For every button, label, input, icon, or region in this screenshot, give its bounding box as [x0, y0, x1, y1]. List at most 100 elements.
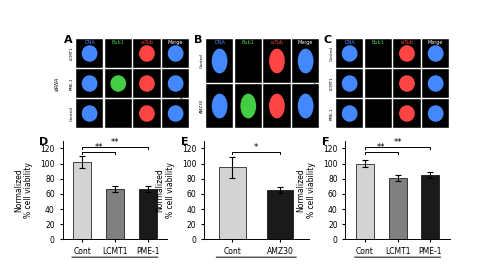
Ellipse shape — [399, 75, 415, 92]
Ellipse shape — [110, 75, 126, 92]
Ellipse shape — [269, 49, 285, 73]
Bar — [138, 189, 156, 239]
Text: DNA: DNA — [84, 40, 95, 45]
FancyBboxPatch shape — [206, 84, 234, 128]
Bar — [388, 178, 406, 239]
FancyBboxPatch shape — [264, 84, 290, 128]
Text: B: B — [194, 36, 202, 45]
Text: OE: OE — [315, 80, 320, 87]
FancyBboxPatch shape — [394, 69, 420, 98]
Text: AMZ30: AMZ30 — [200, 99, 204, 113]
Ellipse shape — [82, 75, 98, 92]
FancyBboxPatch shape — [76, 99, 104, 128]
Text: PME-1: PME-1 — [70, 77, 74, 90]
Ellipse shape — [168, 75, 184, 92]
Ellipse shape — [82, 105, 98, 122]
FancyBboxPatch shape — [133, 69, 160, 98]
Text: Bub1: Bub1 — [242, 40, 254, 45]
Y-axis label: Normalized
% cell viability: Normalized % cell viability — [155, 162, 174, 218]
Text: Merge: Merge — [298, 40, 314, 45]
Text: C: C — [324, 36, 332, 45]
Text: **: ** — [94, 143, 103, 152]
FancyBboxPatch shape — [104, 99, 132, 128]
Text: *: * — [254, 143, 258, 152]
Bar — [422, 175, 440, 239]
FancyBboxPatch shape — [336, 69, 363, 98]
Ellipse shape — [212, 49, 228, 73]
FancyBboxPatch shape — [206, 39, 234, 83]
Text: PME-1: PME-1 — [330, 107, 334, 120]
Text: F: F — [322, 137, 330, 147]
Text: α-Tub: α-Tub — [140, 40, 153, 45]
FancyBboxPatch shape — [104, 69, 132, 98]
FancyBboxPatch shape — [336, 99, 363, 128]
Y-axis label: Normalized
% cell viability: Normalized % cell viability — [14, 162, 33, 218]
Text: Control: Control — [330, 46, 334, 61]
FancyBboxPatch shape — [364, 69, 392, 98]
Ellipse shape — [212, 94, 228, 118]
FancyBboxPatch shape — [234, 39, 262, 83]
Ellipse shape — [139, 45, 155, 62]
Ellipse shape — [399, 45, 415, 62]
Text: DNA: DNA — [214, 40, 225, 45]
FancyBboxPatch shape — [422, 99, 450, 128]
Text: DNA: DNA — [344, 40, 355, 45]
Text: Bub1: Bub1 — [372, 40, 384, 45]
Bar — [73, 162, 91, 239]
Text: Control: Control — [70, 106, 74, 121]
Ellipse shape — [269, 94, 285, 118]
FancyBboxPatch shape — [364, 39, 392, 68]
FancyBboxPatch shape — [133, 39, 160, 68]
Bar — [356, 164, 374, 239]
FancyBboxPatch shape — [104, 39, 132, 68]
Ellipse shape — [399, 105, 415, 122]
Text: LCMT1: LCMT1 — [70, 47, 74, 60]
Text: LCMT1: LCMT1 — [330, 77, 334, 90]
FancyBboxPatch shape — [364, 99, 392, 128]
FancyBboxPatch shape — [234, 84, 262, 128]
FancyBboxPatch shape — [292, 84, 320, 128]
Bar — [267, 190, 293, 239]
Text: **: ** — [110, 137, 119, 147]
Text: Control: Control — [200, 54, 204, 68]
Ellipse shape — [82, 45, 98, 62]
FancyBboxPatch shape — [292, 39, 320, 83]
Text: siRNA: siRNA — [55, 77, 60, 91]
Ellipse shape — [139, 105, 155, 122]
FancyBboxPatch shape — [162, 69, 190, 98]
Text: α-Tub: α-Tub — [400, 40, 413, 45]
Text: Merge: Merge — [428, 40, 444, 45]
Ellipse shape — [342, 105, 357, 122]
Text: **: ** — [377, 143, 386, 152]
FancyBboxPatch shape — [133, 99, 160, 128]
Text: Bub1: Bub1 — [112, 40, 124, 45]
Ellipse shape — [168, 105, 184, 122]
Ellipse shape — [342, 45, 357, 62]
FancyBboxPatch shape — [394, 39, 420, 68]
Bar — [220, 167, 246, 239]
Ellipse shape — [428, 105, 444, 122]
Text: E: E — [181, 137, 188, 147]
Ellipse shape — [298, 94, 314, 118]
Text: Merge: Merge — [168, 40, 184, 45]
FancyBboxPatch shape — [422, 39, 450, 68]
FancyBboxPatch shape — [422, 69, 450, 98]
Y-axis label: Normalized
% cell viability: Normalized % cell viability — [296, 162, 316, 218]
FancyBboxPatch shape — [394, 99, 420, 128]
Ellipse shape — [168, 45, 184, 62]
Text: AMZ30: AMZ30 — [181, 92, 185, 107]
FancyBboxPatch shape — [336, 39, 363, 68]
Ellipse shape — [139, 75, 155, 92]
FancyBboxPatch shape — [76, 39, 104, 68]
Ellipse shape — [240, 94, 256, 118]
FancyBboxPatch shape — [162, 99, 190, 128]
FancyBboxPatch shape — [264, 39, 290, 83]
Text: **: ** — [394, 137, 402, 147]
Text: A: A — [64, 36, 72, 45]
Ellipse shape — [298, 49, 314, 73]
Ellipse shape — [428, 75, 444, 92]
FancyBboxPatch shape — [162, 39, 190, 68]
Text: D: D — [40, 137, 48, 147]
Text: α-Tub: α-Tub — [270, 40, 283, 45]
Bar — [106, 189, 124, 239]
